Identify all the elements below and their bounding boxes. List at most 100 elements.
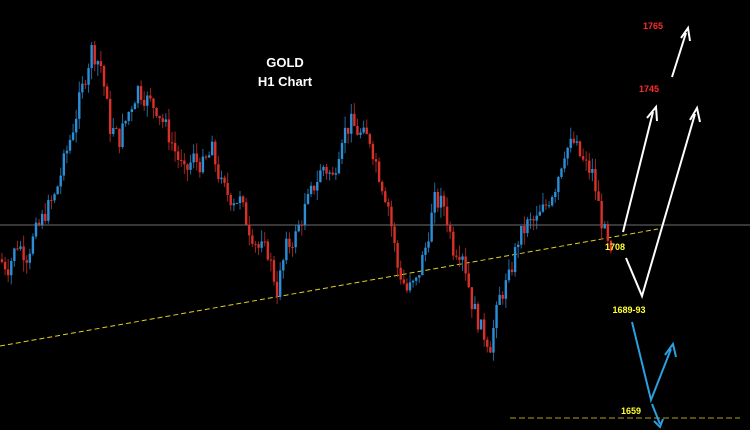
candle-body xyxy=(380,181,384,192)
candle-body xyxy=(408,282,412,291)
candle-body xyxy=(217,164,220,180)
candle-body xyxy=(569,138,572,148)
candle-body xyxy=(461,256,464,260)
candle-body xyxy=(467,273,470,288)
candle-body xyxy=(130,109,134,112)
candle-body xyxy=(452,231,455,256)
candle-body xyxy=(297,224,300,232)
candle-body xyxy=(291,246,294,248)
candle-body xyxy=(572,138,576,143)
candle-body xyxy=(133,103,137,110)
candle-body xyxy=(591,168,594,173)
candle-body xyxy=(34,222,38,237)
candle-body xyxy=(343,127,347,144)
candle-body xyxy=(563,158,566,169)
candle-body xyxy=(272,260,276,282)
candle-body xyxy=(0,259,4,263)
candle-body xyxy=(278,270,282,297)
level-label-1708: 1708 xyxy=(605,242,625,252)
candle-body xyxy=(606,224,610,241)
candle-body xyxy=(235,203,239,205)
candle-body xyxy=(124,120,127,124)
candle-body xyxy=(340,143,344,159)
candle-body xyxy=(244,202,248,225)
candle-body xyxy=(495,304,498,328)
arrowhead-3 xyxy=(680,25,691,42)
candle-body xyxy=(476,303,480,330)
candle-body xyxy=(424,247,427,255)
candle-body xyxy=(362,127,365,133)
candle-body xyxy=(600,200,603,229)
candle-body xyxy=(275,281,279,297)
candle-body xyxy=(306,193,310,204)
candle-body xyxy=(377,161,381,182)
candle-body xyxy=(368,134,372,144)
rising-trendline xyxy=(0,228,659,347)
candle-body xyxy=(192,153,195,163)
candle-body xyxy=(464,256,467,274)
candle-body xyxy=(309,185,313,194)
candle-body xyxy=(473,303,477,310)
candle-body xyxy=(99,61,103,67)
candle-body xyxy=(356,125,359,135)
candle-body xyxy=(74,118,78,133)
level-label-1765: 1765 xyxy=(643,21,663,31)
candle-body xyxy=(538,211,542,216)
candle-body xyxy=(78,92,81,119)
candle-body xyxy=(254,243,257,245)
candle-body xyxy=(10,261,13,276)
candle-body xyxy=(149,95,152,99)
candle-body xyxy=(371,143,375,160)
candle-body xyxy=(387,202,390,207)
candle-body xyxy=(282,260,285,271)
candle-body xyxy=(112,128,115,135)
candle-body xyxy=(207,155,211,158)
candle-body xyxy=(40,213,44,225)
candle-body xyxy=(285,238,288,261)
candle-body xyxy=(81,83,84,93)
candle-body xyxy=(183,160,186,165)
candle-body xyxy=(581,156,585,160)
candle-body xyxy=(439,195,443,208)
candle-body xyxy=(269,259,273,261)
candle-body xyxy=(13,248,16,262)
arrowhead-1 xyxy=(646,104,658,122)
candle-body xyxy=(248,224,251,236)
candle-body xyxy=(167,119,171,143)
candle-body xyxy=(19,246,22,249)
candle-body xyxy=(142,99,146,106)
candle-body xyxy=(87,68,90,85)
candle-body xyxy=(436,192,440,208)
candle-body xyxy=(158,115,161,119)
candle-body xyxy=(396,243,399,268)
candle-body xyxy=(6,269,10,276)
candle-body xyxy=(173,142,177,152)
candle-body xyxy=(544,204,548,206)
candle-body xyxy=(603,224,606,229)
candle-body xyxy=(121,123,124,148)
candle-body xyxy=(251,235,254,244)
candle-body xyxy=(241,196,245,203)
candlestick-series xyxy=(0,40,613,361)
candle-body xyxy=(418,275,421,278)
candle-body xyxy=(22,246,25,261)
candle-body xyxy=(300,224,304,226)
candle-body xyxy=(498,294,501,305)
candle-body xyxy=(346,127,350,134)
candle-body xyxy=(560,168,563,177)
candle-body xyxy=(303,203,307,225)
candle-body xyxy=(59,175,62,187)
candle-body xyxy=(238,196,242,204)
candle-body xyxy=(541,204,545,212)
candle-body xyxy=(288,238,291,247)
candle-body xyxy=(402,279,406,284)
candle-body xyxy=(554,191,557,197)
candle-body xyxy=(458,256,461,260)
candle-body xyxy=(350,113,353,134)
candle-body xyxy=(44,213,47,221)
arrowhead-5 xyxy=(653,418,664,429)
candle-body xyxy=(405,283,409,291)
candle-body xyxy=(319,170,322,183)
chart-subtitle: H1 Chart xyxy=(258,74,313,89)
